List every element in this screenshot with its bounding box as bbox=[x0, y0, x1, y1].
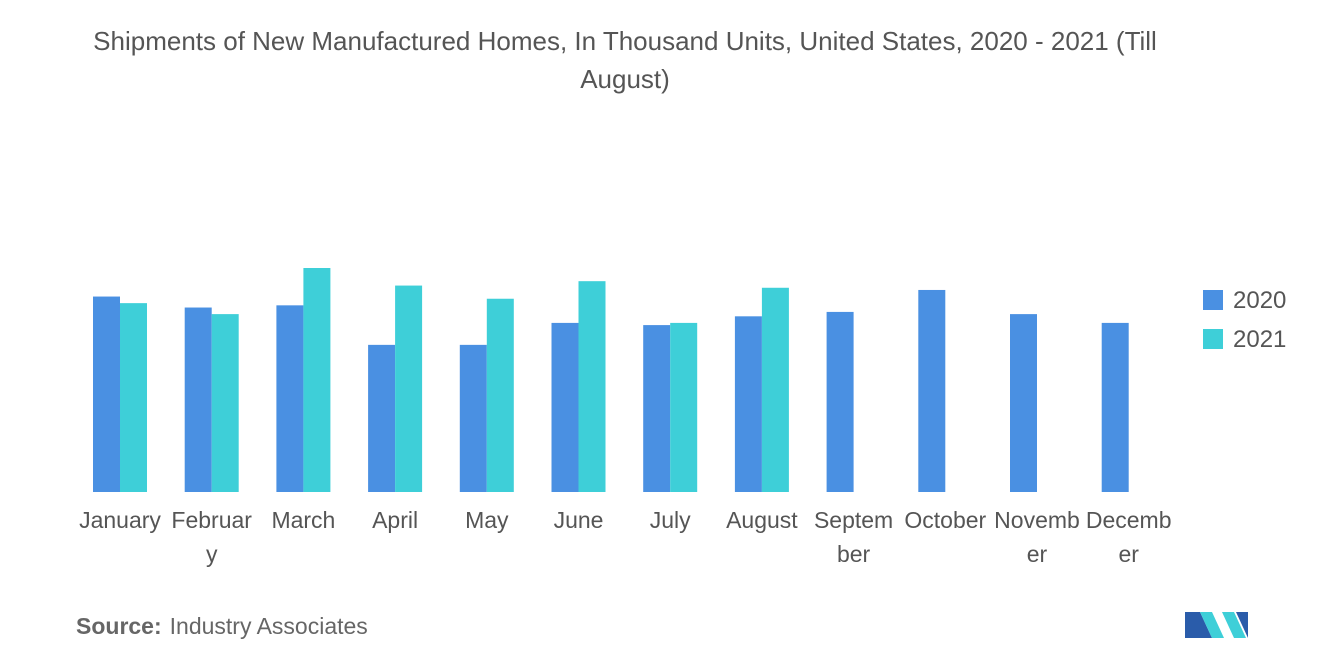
bar bbox=[93, 296, 120, 492]
bar bbox=[734, 316, 762, 492]
x-tick-label: July bbox=[649, 507, 691, 533]
bar bbox=[643, 325, 671, 492]
bar bbox=[761, 287, 789, 492]
bar bbox=[1010, 314, 1037, 492]
legend-swatch bbox=[1203, 329, 1223, 349]
source: Source: Industry Associates bbox=[76, 613, 368, 640]
x-tick-label: February bbox=[171, 507, 252, 567]
bar bbox=[184, 307, 212, 492]
x-tick-label: January bbox=[79, 507, 161, 533]
x-tick-label: June bbox=[553, 507, 604, 533]
bar bbox=[303, 268, 331, 492]
source-label: Source: bbox=[76, 613, 162, 639]
legend-label: 2020 bbox=[1233, 287, 1287, 314]
x-tick-label: April bbox=[372, 507, 419, 533]
x-tick-label: May bbox=[465, 507, 509, 533]
bar bbox=[670, 322, 698, 492]
bar bbox=[918, 289, 946, 492]
chart-title: Shipments of New Manufactured Homes, In … bbox=[93, 26, 1157, 94]
bar bbox=[120, 303, 147, 492]
bar bbox=[826, 311, 854, 492]
x-tick-label: September bbox=[813, 507, 894, 567]
legend-label: 2021 bbox=[1233, 326, 1287, 353]
bar bbox=[276, 305, 304, 492]
legend-swatch bbox=[1203, 290, 1223, 310]
bar bbox=[368, 344, 396, 492]
bar bbox=[1101, 322, 1129, 492]
source-text: Industry Associates bbox=[169, 613, 368, 639]
x-tick-label: October bbox=[904, 507, 987, 533]
bar bbox=[395, 285, 423, 492]
legend-item: 2020 bbox=[1203, 287, 1286, 315]
legend-item: 2021 bbox=[1203, 326, 1286, 354]
logo bbox=[1185, 612, 1248, 638]
x-tick-label: December bbox=[1085, 507, 1172, 567]
bar bbox=[211, 314, 239, 492]
bar bbox=[578, 281, 606, 492]
bar bbox=[459, 344, 487, 492]
bar bbox=[486, 298, 514, 492]
x-tick-label: November bbox=[994, 507, 1080, 567]
bar bbox=[551, 322, 579, 492]
x-tick-label: March bbox=[271, 507, 336, 533]
x-tick-label: August bbox=[726, 507, 798, 533]
